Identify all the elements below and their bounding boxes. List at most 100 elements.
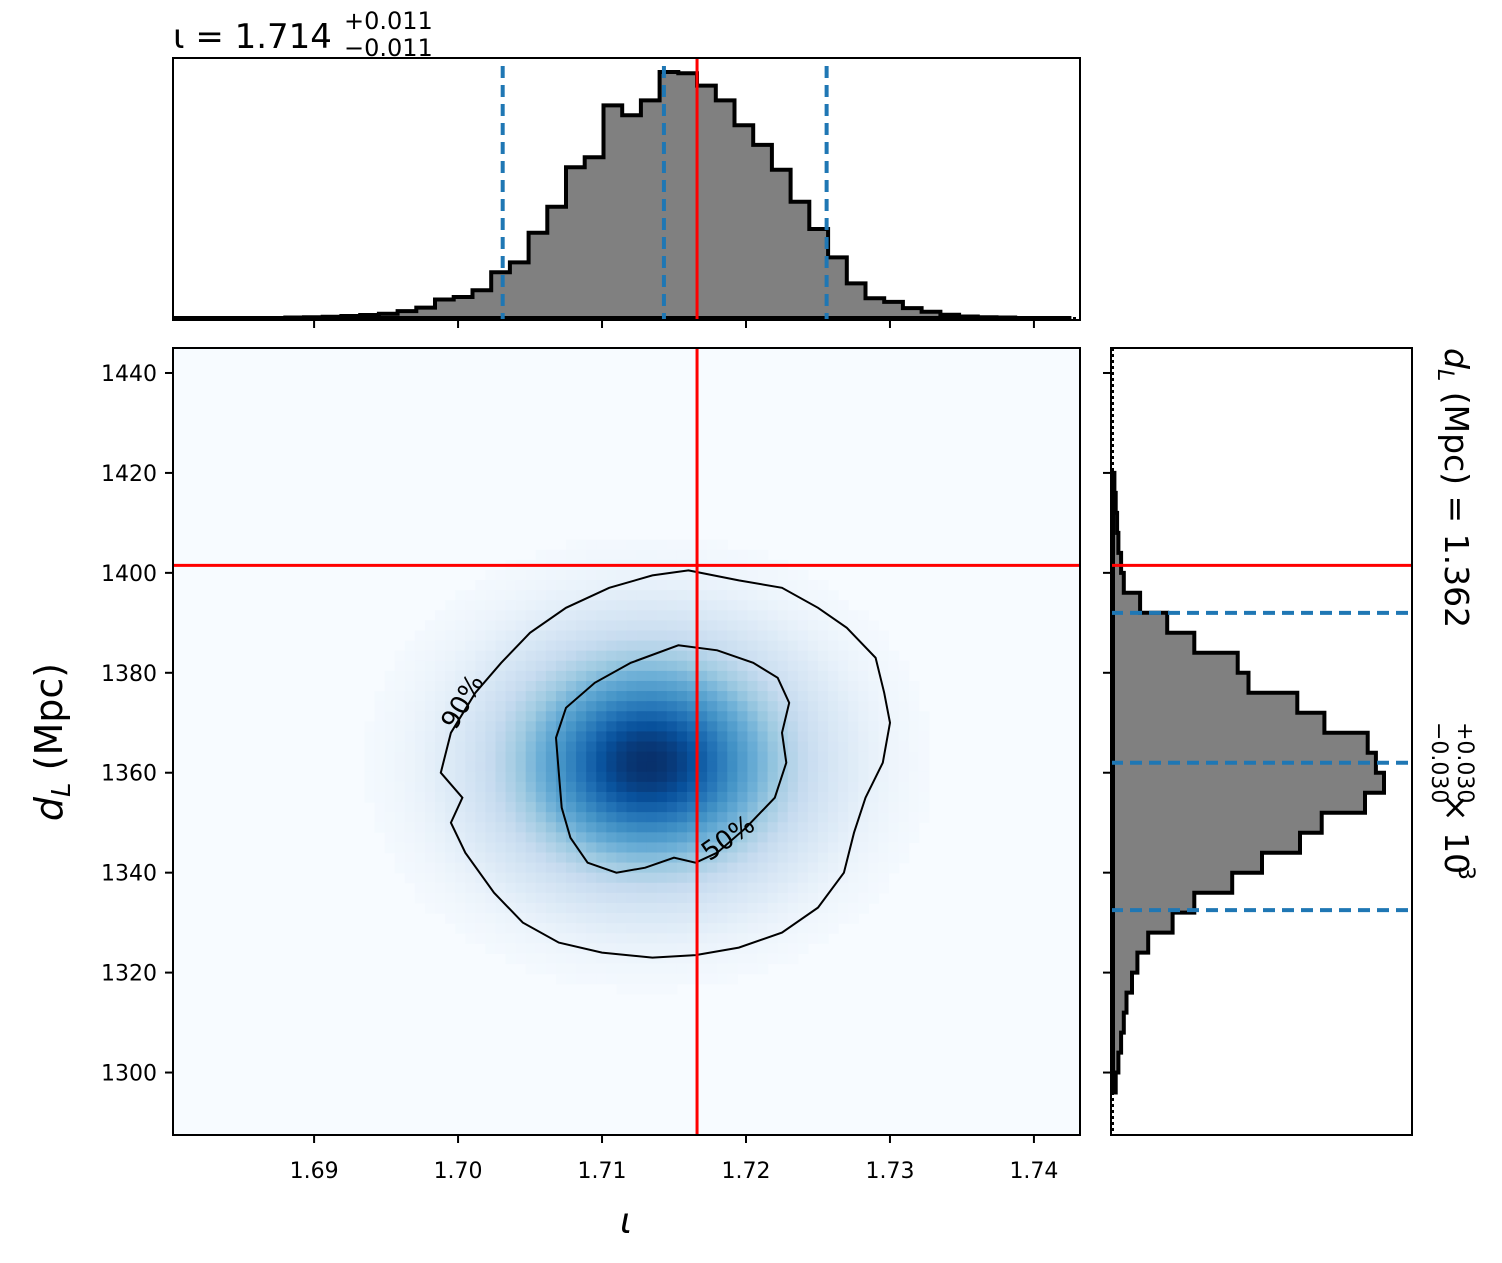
heatmap-cell: [606, 590, 618, 601]
heatmap-cell: [465, 751, 476, 763]
heatmap-cell: [596, 610, 607, 622]
heatmap-cell: [435, 741, 446, 753]
heatmap-cell: [878, 701, 890, 712]
heatmap-cell: [566, 791, 577, 803]
heatmap-cell: [455, 923, 466, 934]
heatmap-cell: [505, 812, 517, 823]
heatmap-cell: [656, 973, 668, 985]
heatmap-cell: [707, 549, 718, 561]
heatmap-cell: [475, 751, 487, 763]
heatmap-cell: [455, 701, 466, 712]
heatmap-cell: [535, 630, 547, 642]
heatmap-cell: [838, 731, 849, 743]
heatmap-cell: [404, 791, 416, 803]
heatmap-cell: [646, 791, 658, 803]
heatmap-cell: [626, 630, 638, 642]
heatmap-cell: [777, 923, 789, 934]
heatmap-cell: [838, 902, 849, 914]
heatmap-cell: [414, 882, 426, 894]
heatmap-cell: [817, 842, 829, 854]
heatmap-cell: [697, 741, 708, 753]
heatmap-cell: [757, 842, 769, 854]
heatmap-cell: [606, 731, 618, 743]
heatmap-cell: [495, 882, 507, 894]
heatmap-cell: [515, 812, 527, 823]
heatmap-cell: [435, 731, 446, 743]
heatmap-cell: [586, 670, 597, 682]
heatmap-cell: [586, 822, 597, 833]
heatmap-cell: [747, 711, 759, 722]
heatmap-cell: [566, 892, 577, 904]
heatmap-cell: [717, 701, 728, 712]
heatmap-cell: [747, 670, 759, 682]
heatmap-cell: [505, 590, 517, 601]
heatmap-cell: [616, 691, 628, 702]
heatmap-cell: [646, 751, 658, 763]
heatmap-cell: [717, 731, 728, 743]
heatmap-cell: [515, 741, 527, 753]
heatmap-cell: [525, 630, 537, 642]
heatmap-cell: [807, 892, 819, 904]
heatmap-cell: [747, 852, 759, 864]
heatmap-cell: [576, 812, 587, 823]
heatmap-cell: [445, 741, 456, 753]
heatmap-cell: [626, 802, 638, 813]
heatmap-cell: [606, 670, 618, 682]
heatmap-cell: [435, 822, 446, 833]
heatmap-cell: [475, 630, 487, 642]
heatmap-cell: [878, 822, 890, 833]
heatmap-cell: [576, 569, 587, 581]
heatmap-cell: [586, 973, 597, 985]
heatmap-cell: [435, 852, 446, 864]
heatmap-cell: [707, 822, 718, 833]
heatmap-cell: [475, 731, 487, 743]
heatmap-cell: [737, 882, 749, 894]
heatmap-cell: [697, 590, 708, 601]
heatmap-cell: [656, 640, 668, 652]
heatmap-cell: [475, 913, 487, 924]
heatmap-cell: [757, 943, 769, 954]
heatmap-cell: [505, 923, 517, 934]
heatmap-cell: [676, 569, 688, 581]
heatmap-cell: [717, 812, 728, 823]
heatmap-cell: [485, 771, 497, 783]
heatmap-cell: [576, 650, 587, 662]
heatmap-cell: [707, 973, 718, 985]
heatmap-cell: [505, 892, 517, 904]
heatmap-cell: [767, 670, 779, 682]
heatmap-cell: [828, 731, 839, 743]
heatmap-cell: [576, 791, 587, 803]
heatmap-cell: [545, 640, 557, 652]
heatmap-cell: [838, 832, 849, 843]
heatmap-cell: [424, 761, 436, 773]
heatmap-cell: [465, 872, 476, 884]
heatmap-cell: [445, 670, 456, 682]
heatmap-cell: [777, 842, 789, 854]
heatmap-cell: [606, 892, 618, 904]
heatmap-cell: [807, 812, 819, 823]
heatmap-cell: [737, 781, 749, 793]
dL-title-sub-L: L: [1432, 369, 1457, 381]
heatmap-cell: [414, 791, 426, 803]
heatmap-cell: [676, 549, 688, 561]
heatmap-cell: [787, 872, 799, 884]
heatmap-cell: [817, 680, 829, 692]
heatmap-cell: [888, 711, 900, 722]
heatmap-cell: [455, 660, 466, 672]
heatmap-cell: [606, 862, 618, 874]
heatmap-cell: [485, 680, 497, 692]
heatmap-cell: [555, 711, 567, 722]
heatmap-cell: [586, 923, 597, 934]
heatmap-cell: [455, 691, 466, 702]
heatmap-cell: [828, 771, 839, 783]
heatmap-cell: [787, 781, 799, 793]
heatmap-cell: [525, 953, 537, 965]
heatmap-cell: [888, 832, 900, 843]
heatmap-cell: [666, 701, 678, 712]
heatmap-cell: [646, 691, 658, 702]
heatmap-cell: [606, 943, 618, 954]
heatmap-cell: [787, 771, 799, 783]
heatmap-cell: [767, 852, 779, 864]
heatmap-cell: [707, 832, 718, 843]
heatmap-cell: [626, 660, 638, 672]
